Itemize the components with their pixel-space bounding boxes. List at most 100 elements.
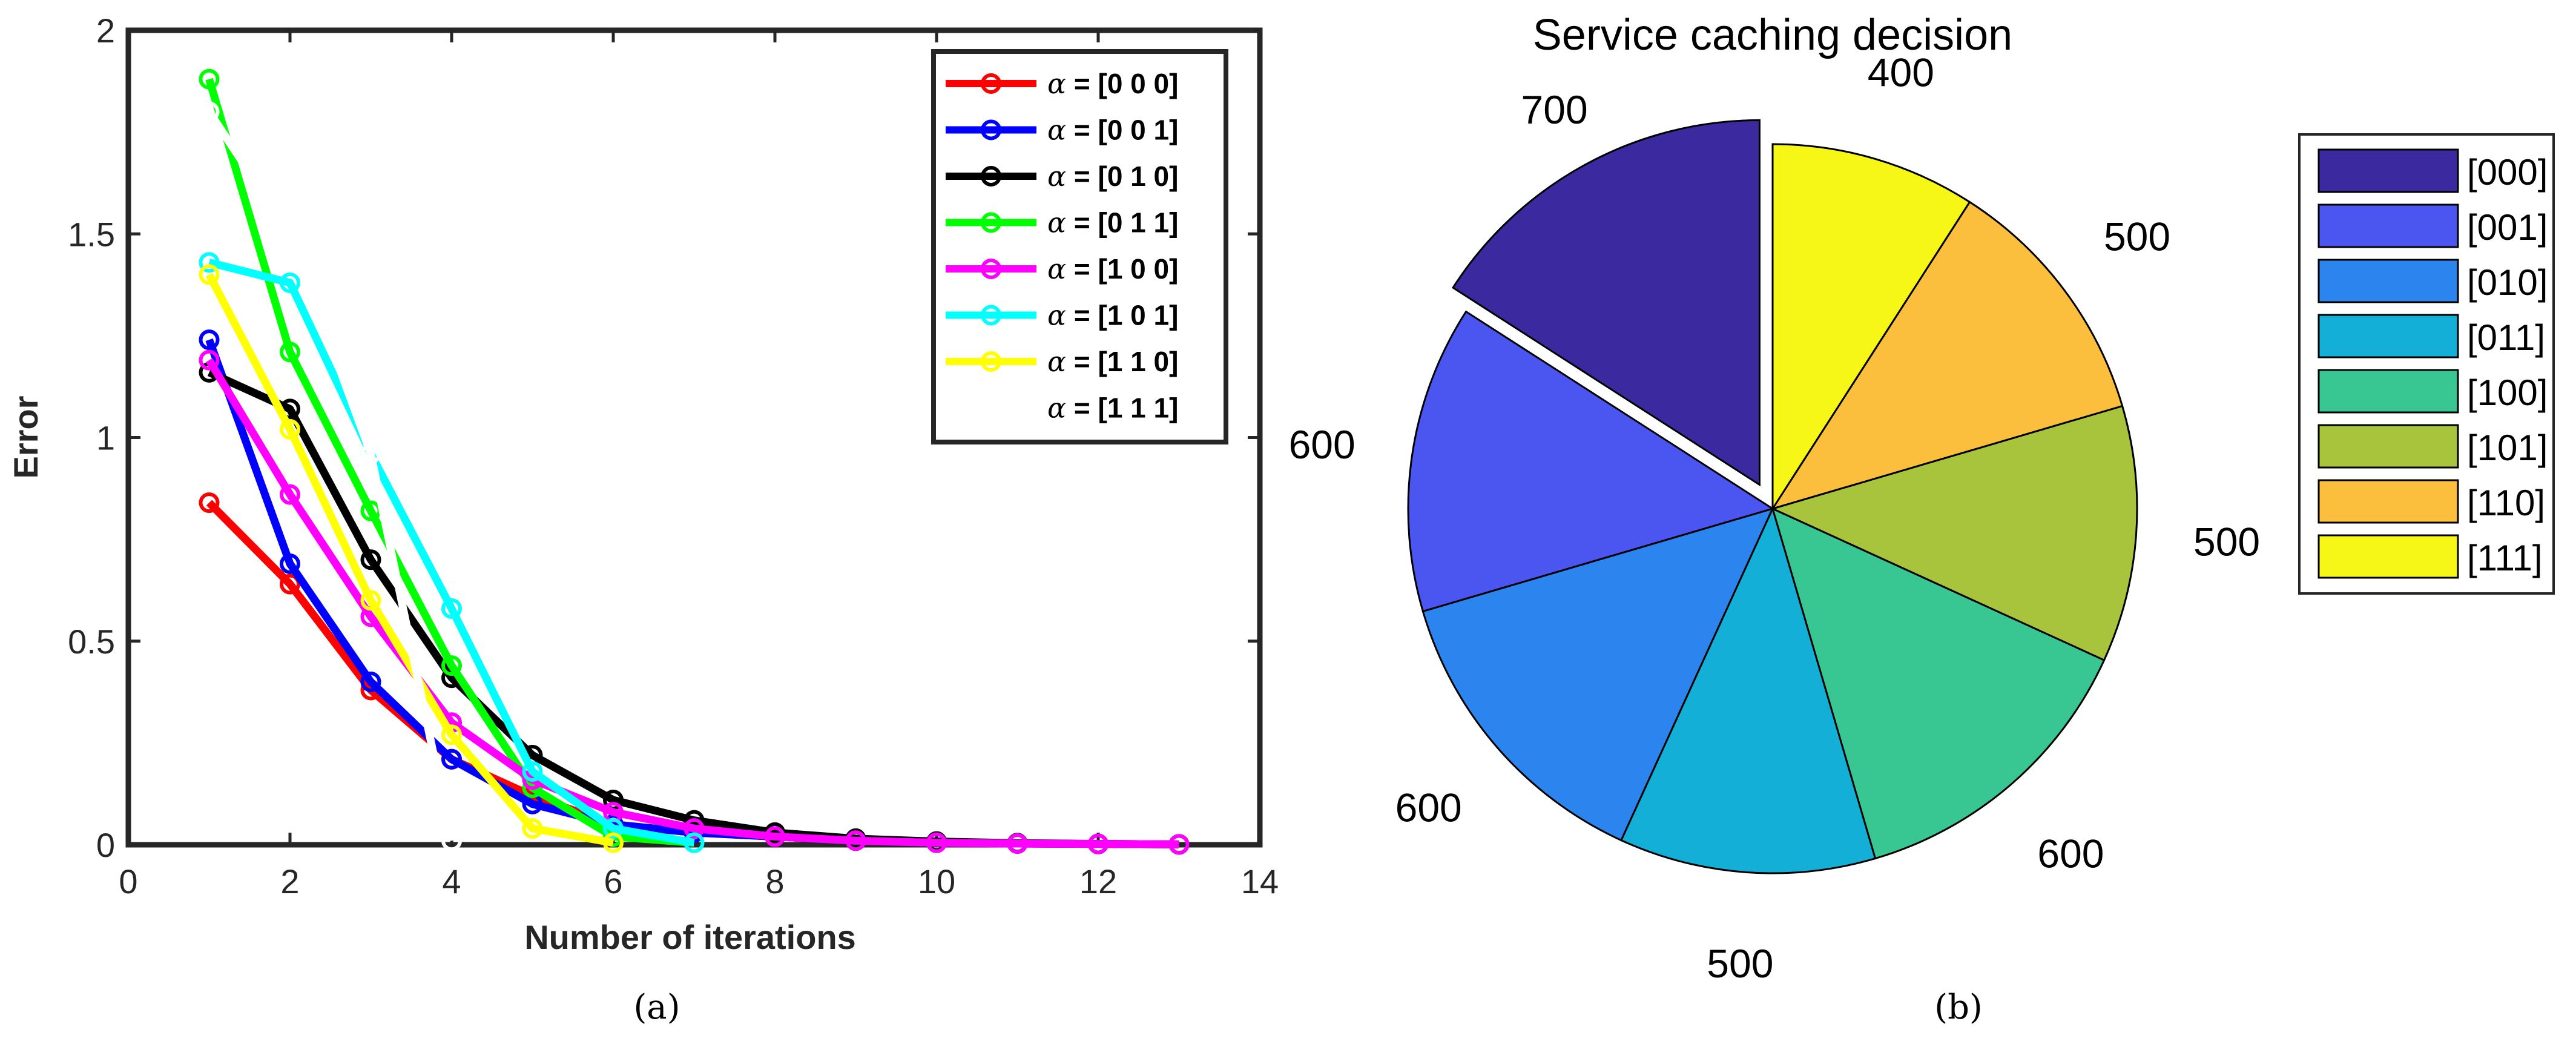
data-point: [1007, 833, 1028, 854]
legend-alpha: α: [1047, 114, 1066, 147]
legend-text: = [0 1 1]: [1066, 207, 1178, 239]
y-tick-label: 1: [96, 419, 115, 457]
legend-marker: [981, 73, 1001, 94]
data-point: [280, 573, 300, 595]
legend-entry: α = [0 0 0]: [946, 67, 1178, 100]
data-point: [199, 68, 220, 90]
data-point: [441, 830, 462, 851]
y-tick-labels: 0 0.5 1 1.5 2: [68, 12, 115, 864]
legend-marker: [981, 305, 1001, 326]
legend: α = [0 0 0]α = [0 0 1]α = [0 1 0]α = [0 …: [931, 49, 1228, 444]
legend-marker: [981, 397, 1001, 418]
legend-alpha: α: [1047, 253, 1066, 285]
pie-legend-swatch: [2317, 479, 2459, 524]
series-line: [205, 358, 1179, 848]
line-chart-panel: 0 2 4 6 8 10 12 14 0 0.5 1 1.5 2 Number of iteratio…: [7, 12, 1279, 1027]
pie-legend-swatch: [2317, 314, 2459, 358]
x-tick-labels: 0 2 4 6 8 10 12 14: [119, 862, 1279, 900]
pie-value-labels: 700 600 600 500 600 500 500 400: [1289, 50, 2261, 986]
legend-text: = [1 1 1]: [1066, 392, 1178, 424]
legend-label: α = [0 1 0]: [1047, 160, 1178, 193]
pie-value-label: 600: [2037, 831, 2104, 876]
data-point: [280, 342, 300, 363]
pie-legend-swatch: [2317, 148, 2459, 193]
legend-label: α = [0 0 1]: [1047, 114, 1178, 147]
pie-legend-swatch: [2317, 424, 2459, 469]
y-tick-label: 2: [96, 12, 115, 50]
pie-legend-entry: [111]: [2317, 534, 2543, 579]
pie-legend-entry: [001]: [2317, 203, 2548, 248]
legend-alpha: α: [1047, 160, 1066, 193]
data-point: [199, 264, 220, 285]
legend-entry: α = [1 1 1]: [946, 392, 1178, 425]
data-point: [199, 492, 220, 514]
pie-slice-111: [1771, 143, 1971, 512]
data-point: [603, 818, 624, 839]
legend-entry: α = [1 1 0]: [946, 345, 1178, 378]
pie-legend-box: [2298, 133, 2555, 595]
legend-alpha: α: [1047, 67, 1066, 100]
legend-entry: α = [1 0 1]: [946, 299, 1178, 332]
pie-legend-entry: [011]: [2317, 314, 2545, 358]
legend-entry: α = [0 1 0]: [946, 160, 1178, 193]
legend-label: α = [0 1 1]: [1047, 206, 1178, 239]
pie-legend-label: [011]: [2467, 317, 2545, 358]
data-point: [765, 826, 785, 847]
legend-box: [931, 49, 1228, 444]
data-point: [522, 761, 543, 782]
pie-legend-swatch: [2317, 369, 2459, 414]
legend-alpha: α: [1047, 206, 1066, 239]
legend-entry: α = [0 1 1]: [946, 206, 1178, 239]
pie-legend-swatch: [2317, 203, 2459, 248]
legend-label: α = [1 1 1]: [1047, 392, 1178, 425]
data-point: [360, 443, 381, 464]
series-6: [199, 264, 624, 853]
caption-b: (b): [1934, 988, 1983, 1027]
data-point: [199, 349, 220, 371]
x-axis-label: Number of iterations: [524, 918, 856, 956]
pie-value-label: 600: [1395, 785, 1462, 830]
legend-alpha: α: [1047, 299, 1066, 332]
series-7: [199, 101, 462, 851]
pie-legend-entry: [100]: [2317, 369, 2548, 414]
pie-slice-010: [1421, 507, 1774, 842]
x-tick-label: 10: [918, 862, 955, 900]
data-point: [1088, 833, 1108, 854]
legend-label: α = [1 0 1]: [1047, 299, 1178, 332]
y-axis-label: Error: [7, 396, 45, 479]
pie-legend: [000] [001] [010] [011] [100] [101] [110] [111]: [2298, 133, 2555, 595]
caption-a: (a): [633, 988, 680, 1027]
x-tick-label: 2: [280, 862, 299, 900]
legend-entry: α = [0 0 1]: [946, 114, 1178, 147]
legend-text: = [1 1 0]: [1066, 346, 1178, 377]
data-point: [845, 830, 866, 851]
pie-slice-011: [1619, 506, 1877, 874]
data-point: [199, 329, 220, 351]
pie-title: Service caching decision: [1533, 11, 2012, 59]
y-tick-label: 1.5: [68, 215, 115, 253]
data-point: [280, 272, 300, 293]
data-point: [360, 549, 381, 570]
series-5: [199, 252, 705, 853]
legend-alpha: α: [1047, 345, 1066, 378]
pie-legend-label: [000]: [2467, 152, 2548, 193]
legend-text: = [1 0 0]: [1066, 253, 1178, 285]
legend-text: = [0 1 0]: [1066, 160, 1178, 192]
legend-text: = [0 0 1]: [1066, 114, 1178, 146]
data-point: [522, 818, 543, 839]
pie-legend-entry: [010]: [2317, 259, 2548, 303]
data-point: [199, 101, 220, 122]
x-tick-label: 12: [1079, 862, 1117, 900]
y-tick-label: 0: [96, 826, 115, 864]
data-point: [441, 598, 462, 619]
pie-value-label: 700: [1521, 87, 1588, 132]
series-line: [206, 109, 456, 842]
data-point: [926, 832, 947, 853]
pie-legend-entry: [110]: [2317, 479, 2545, 524]
legend-alpha: α: [1047, 392, 1066, 425]
legend-marker: [981, 166, 1001, 187]
pie-slice-000: [1451, 119, 1761, 487]
pie-legend-entry: [000]: [2317, 148, 2548, 193]
data-point: [684, 818, 705, 839]
